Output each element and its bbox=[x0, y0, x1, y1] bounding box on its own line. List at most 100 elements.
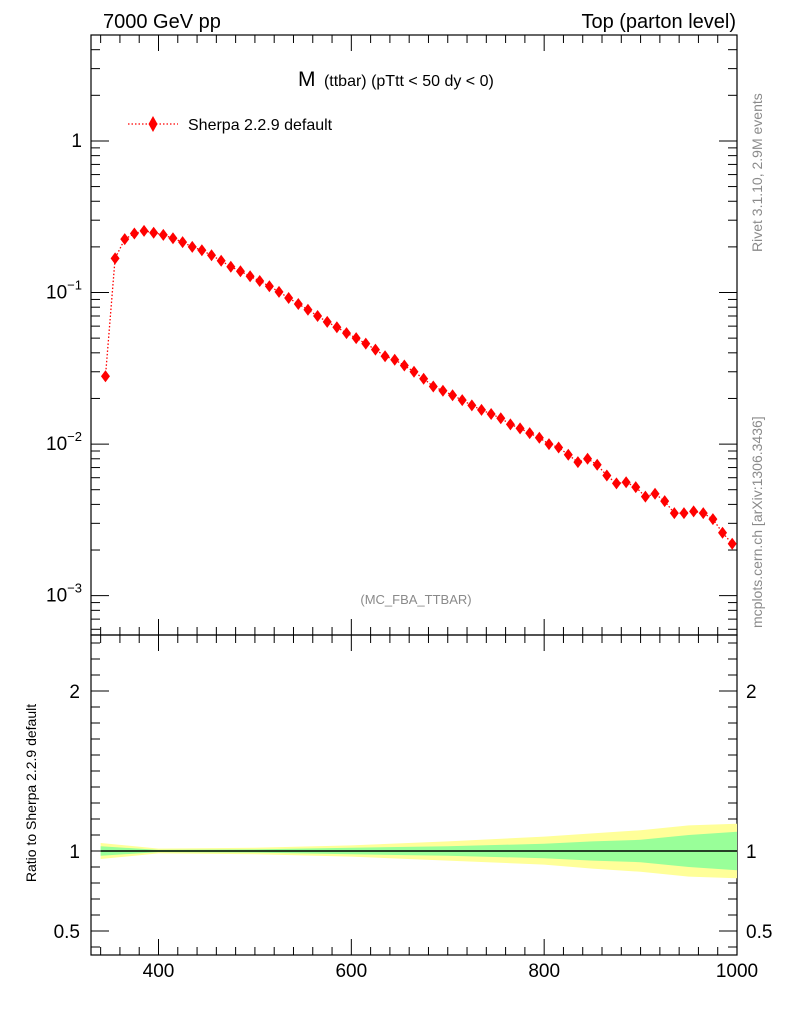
data-point bbox=[698, 507, 708, 520]
data-point bbox=[245, 270, 255, 283]
data-point bbox=[467, 399, 477, 412]
data-point bbox=[650, 487, 660, 500]
header-left: 7000 GeV pp bbox=[103, 11, 221, 33]
data-point bbox=[332, 321, 342, 334]
y-tick-label: 1 bbox=[71, 131, 82, 152]
data-point bbox=[158, 228, 168, 241]
data-point bbox=[380, 350, 390, 363]
series-line bbox=[104, 230, 733, 545]
data-point bbox=[168, 232, 178, 245]
data-point bbox=[679, 507, 689, 520]
ratio-y-tick-label-right: 0.5 bbox=[746, 922, 772, 943]
data-point bbox=[660, 495, 670, 508]
series-markers bbox=[100, 224, 737, 550]
data-point bbox=[129, 227, 139, 240]
legend-label: Sherpa 2.2.9 default bbox=[188, 117, 333, 134]
x-tick-label: 800 bbox=[528, 961, 560, 982]
data-point bbox=[255, 275, 265, 288]
data-point bbox=[534, 431, 544, 444]
data-point bbox=[515, 422, 525, 435]
data-point bbox=[525, 427, 535, 440]
mcplots-label: mcplots.cern.ch [arXiv:1306.3436] bbox=[749, 416, 765, 628]
ratio-y-tick-label: 1 bbox=[69, 842, 80, 863]
x-tick-label: 400 bbox=[143, 961, 175, 982]
legend: Sherpa 2.2.9 default bbox=[128, 116, 333, 134]
x-tick-label: 1000 bbox=[716, 961, 758, 982]
data-point bbox=[313, 309, 323, 322]
data-point bbox=[390, 353, 400, 366]
data-point bbox=[284, 291, 294, 304]
ratio-axis-ticks: 400 600 800 1000 0.5 0.5 1 1 2 2 bbox=[54, 635, 772, 982]
data-point bbox=[139, 224, 149, 237]
data-point bbox=[544, 438, 554, 451]
analysis-tag: (MC_FBA_TTBAR) bbox=[360, 592, 471, 607]
data-point bbox=[207, 249, 217, 262]
data-point bbox=[235, 265, 245, 278]
y-tick-label: 10−1 bbox=[46, 278, 82, 304]
data-point bbox=[476, 403, 486, 416]
ratio-y-tick-label-right: 1 bbox=[746, 842, 757, 863]
data-point bbox=[120, 233, 130, 246]
data-point bbox=[216, 254, 226, 267]
data-point bbox=[361, 337, 371, 350]
data-point bbox=[486, 407, 496, 420]
data-point bbox=[409, 365, 419, 378]
x-tick-label: 600 bbox=[335, 961, 367, 982]
data-point bbox=[640, 490, 650, 503]
data-point bbox=[602, 469, 612, 482]
ratio-y-tick-label-right: 2 bbox=[746, 682, 757, 703]
data-point bbox=[457, 394, 467, 407]
header-right: Top (parton level) bbox=[581, 11, 736, 33]
data-point bbox=[342, 327, 352, 340]
data-point bbox=[611, 477, 621, 490]
plot-title-main: M bbox=[298, 68, 316, 91]
data-point bbox=[583, 452, 593, 465]
data-point bbox=[573, 456, 583, 469]
y-tick-label: 10−2 bbox=[46, 429, 82, 455]
data-point bbox=[370, 343, 380, 356]
ratio-y-tick-label: 2 bbox=[69, 682, 80, 703]
data-point bbox=[178, 236, 188, 249]
data-point bbox=[592, 458, 602, 471]
data-point bbox=[293, 297, 303, 310]
data-point bbox=[274, 285, 284, 298]
ratio-ylabel: Ratio to Sherpa 2.2.9 default bbox=[23, 704, 39, 882]
data-point bbox=[689, 505, 699, 518]
data-point bbox=[197, 244, 207, 257]
data-point bbox=[563, 448, 573, 461]
data-point bbox=[708, 513, 718, 526]
data-point bbox=[438, 384, 448, 397]
y-tick-label: 10−3 bbox=[46, 581, 82, 607]
data-point bbox=[303, 303, 313, 316]
ratio-y-tick-label: 0.5 bbox=[54, 922, 80, 943]
plot-title: M (ttbar) (pTtt < 50 dy < 0) bbox=[298, 68, 494, 91]
data-point bbox=[226, 260, 236, 273]
data-point bbox=[149, 226, 159, 239]
series-path bbox=[104, 230, 733, 545]
data-point bbox=[187, 240, 197, 253]
data-point bbox=[505, 418, 515, 431]
data-point bbox=[718, 526, 728, 539]
plot-title-sub: (ttbar) (pTtt < 50 dy < 0) bbox=[324, 73, 494, 90]
data-point bbox=[669, 507, 679, 520]
data-point bbox=[351, 332, 361, 345]
main-axis-ticks: 10−3 10−2 10−1 1 bbox=[46, 34, 738, 635]
ratio-panel-frame bbox=[90, 634, 738, 956]
data-point bbox=[399, 359, 409, 372]
data-point bbox=[727, 537, 737, 550]
data-point bbox=[554, 441, 564, 454]
data-point bbox=[621, 476, 631, 489]
data-point bbox=[428, 380, 438, 393]
data-point bbox=[631, 481, 641, 494]
data-point bbox=[419, 372, 429, 385]
ratio-bands bbox=[100, 823, 738, 879]
data-point bbox=[496, 412, 506, 425]
data-point bbox=[322, 315, 332, 328]
data-point bbox=[100, 370, 110, 383]
data-point bbox=[264, 280, 274, 293]
rivet-label: Rivet 3.1.10, 2.9M events bbox=[749, 93, 765, 252]
data-point bbox=[448, 389, 458, 402]
data-point bbox=[110, 252, 120, 265]
legend-marker bbox=[148, 116, 158, 132]
